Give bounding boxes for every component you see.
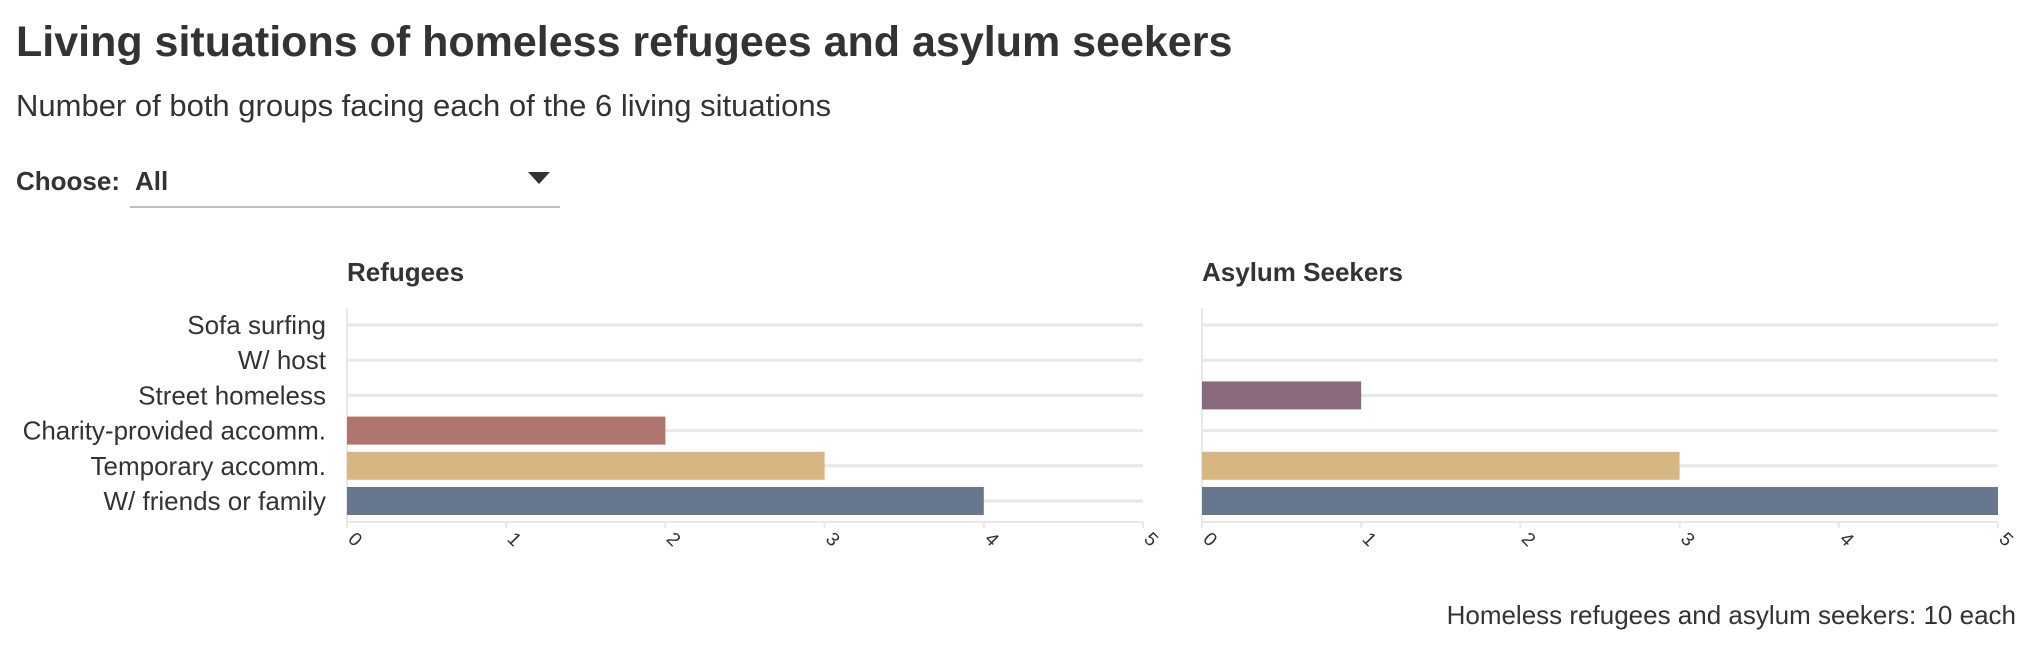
bar (1202, 451, 1680, 480)
caret-down-icon (528, 172, 550, 184)
x-tick-label: 3 (1676, 529, 1698, 551)
chart-subtitle: Number of both groups facing each of the… (16, 88, 832, 123)
category-label: Sofa surfing (187, 310, 326, 340)
category-label: Street homeless (138, 380, 326, 410)
x-tick-label: 4 (1835, 529, 1858, 552)
x-tick-label: 0 (1198, 529, 1220, 551)
filter-selected-value: All (135, 166, 169, 196)
x-tick-label: 0 (343, 529, 365, 551)
chart-title: Living situations of homeless refugees a… (16, 18, 1233, 66)
x-tick-label: 2 (1517, 529, 1539, 551)
x-tick-label: 4 (980, 529, 1003, 552)
x-tick-label: 1 (1358, 529, 1380, 551)
bar (1202, 381, 1362, 410)
x-tick-label: 1 (503, 529, 525, 551)
panel-title: Refugees (347, 257, 464, 287)
bar (1202, 487, 1998, 515)
category-label: W/ host (238, 345, 327, 375)
bar (347, 416, 666, 445)
filter-dropdown[interactable]: All (130, 158, 560, 208)
bar (347, 487, 984, 515)
panel-title: Asylum Seekers (1202, 257, 1403, 287)
x-tick-label: 5 (1994, 529, 2016, 551)
x-tick-label: 5 (1139, 529, 1161, 551)
x-tick-label: 2 (662, 529, 684, 551)
x-tick-label: 3 (821, 529, 843, 551)
category-label: W/ friends or family (104, 486, 327, 516)
bar (347, 451, 825, 480)
filter-label: Choose: (16, 166, 120, 196)
footnote: Homeless refugees and asylum seekers: 10… (1446, 600, 2016, 630)
category-label: Temporary accomm. (91, 451, 327, 481)
category-label: Charity-provided accomm. (23, 416, 326, 446)
